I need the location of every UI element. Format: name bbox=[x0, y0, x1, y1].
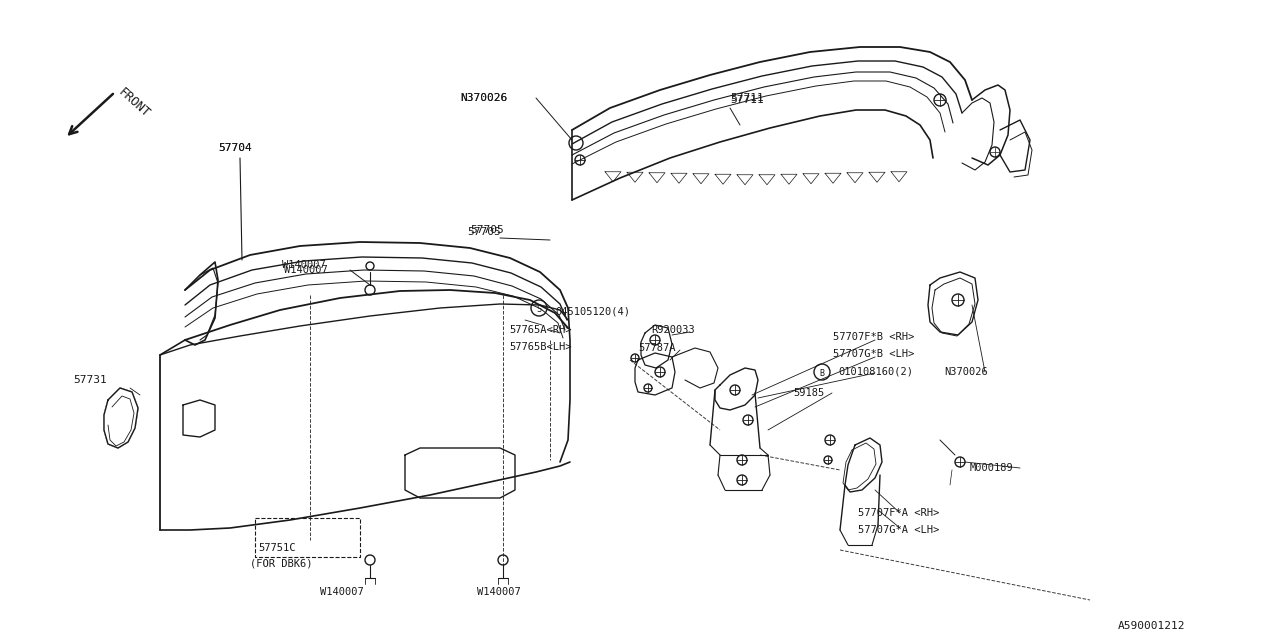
Text: 045105120(4): 045105120(4) bbox=[556, 306, 630, 316]
Text: 57704: 57704 bbox=[218, 143, 252, 153]
Text: N370026: N370026 bbox=[945, 367, 988, 377]
Text: S: S bbox=[536, 305, 541, 314]
Text: N370026: N370026 bbox=[460, 93, 507, 103]
Text: W140007: W140007 bbox=[320, 587, 364, 597]
Text: 57765B<LH>: 57765B<LH> bbox=[509, 342, 571, 352]
Text: 59185: 59185 bbox=[794, 388, 824, 398]
Text: W140007: W140007 bbox=[282, 260, 325, 270]
Text: B: B bbox=[819, 369, 824, 378]
Text: 010108160(2): 010108160(2) bbox=[838, 367, 913, 377]
Text: M000189: M000189 bbox=[970, 463, 1014, 473]
Text: 57707G*A <LH>: 57707G*A <LH> bbox=[858, 525, 940, 535]
Text: 57707F*A <RH>: 57707F*A <RH> bbox=[858, 508, 940, 518]
Text: 57707F*B <RH>: 57707F*B <RH> bbox=[833, 332, 914, 342]
Polygon shape bbox=[104, 388, 138, 448]
Text: R920033: R920033 bbox=[652, 325, 695, 335]
Text: 57705: 57705 bbox=[470, 225, 504, 235]
Text: 57711: 57711 bbox=[730, 95, 764, 105]
Text: 57765A<RH>: 57765A<RH> bbox=[509, 325, 571, 335]
Text: FRONT: FRONT bbox=[115, 85, 152, 120]
Text: 57751C: 57751C bbox=[259, 543, 296, 553]
Text: 57704: 57704 bbox=[218, 143, 252, 153]
Text: A590001212: A590001212 bbox=[1117, 621, 1185, 631]
Text: 57731: 57731 bbox=[73, 375, 106, 385]
Text: 57707G*B <LH>: 57707G*B <LH> bbox=[833, 349, 914, 359]
Text: N370026: N370026 bbox=[460, 93, 507, 103]
Text: 57711: 57711 bbox=[730, 93, 764, 103]
Text: W140007: W140007 bbox=[284, 265, 328, 275]
Text: (FOR DBK6): (FOR DBK6) bbox=[250, 559, 312, 569]
Text: 57705: 57705 bbox=[467, 227, 500, 237]
Text: W140007: W140007 bbox=[477, 587, 521, 597]
Text: 57787A: 57787A bbox=[637, 343, 676, 353]
